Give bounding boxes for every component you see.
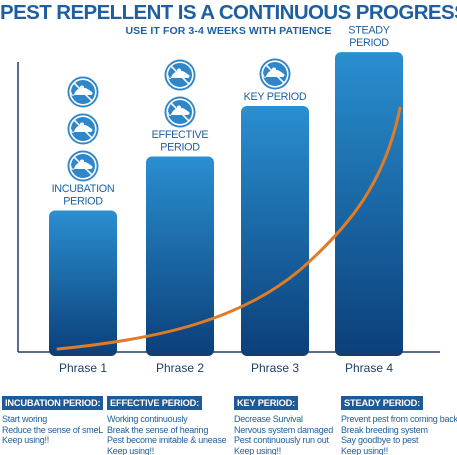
crossed-mouse-icon xyxy=(66,149,100,183)
info-line: Working continuously xyxy=(107,414,188,425)
bar-label-phase-4: STEADY xyxy=(348,25,389,37)
info-key: KEY PERIOD: Decrease Survival Nervous sy… xyxy=(234,396,333,455)
info-header-effective: EFFECTIVE PERIOD: xyxy=(107,396,203,411)
bar-phase-3 xyxy=(241,105,309,357)
tick-label-phase-2: Phrase 2 xyxy=(156,361,204,375)
bar-phase-1 xyxy=(49,210,117,356)
info-header-incubation: INCUBATION PERIOD: xyxy=(2,396,104,411)
info-incubation: INCUBATION PERIOD: Start woring Reduce t… xyxy=(2,396,104,446)
crossed-mouse-icon xyxy=(163,58,197,92)
trend-curve xyxy=(56,106,402,351)
bar-label-phase-3: KEY PERIOD xyxy=(244,91,307,103)
info-header-steady: STEADY PERIOD: xyxy=(341,396,424,411)
tick-label-phase-1: Phrase 1 xyxy=(59,361,107,375)
info-line: Keep using!! xyxy=(234,445,282,455)
info-header-key: KEY PERIOD: xyxy=(234,396,299,411)
tick-label-phase-4: Phrase 4 xyxy=(345,361,393,375)
info-line: Prevent pest from coming back xyxy=(341,414,457,425)
bar-label-phase-2: EFFECTIVE xyxy=(152,129,209,141)
crossed-mouse-icon xyxy=(66,112,100,146)
info-line: Keep using!! xyxy=(2,435,50,446)
info-line: Keep using!! xyxy=(341,445,389,455)
tick-label-phase-3: Phrase 3 xyxy=(251,361,299,375)
bar-label-phase-2: PERIOD xyxy=(160,142,200,154)
info-line: Pest continuously run out xyxy=(234,435,329,446)
info-line: Reduce the sense of smeL xyxy=(2,424,104,435)
page-title: PEST REPELLENT IS A CONTINUOUS PROGRESS xyxy=(0,1,457,24)
info-line: Pest become imitable & unease xyxy=(107,435,227,446)
crossed-mouse-icon xyxy=(258,57,292,91)
bar-label-phase-1: INCUBATION xyxy=(52,183,115,195)
info-line: Break breeding system xyxy=(341,424,428,435)
info-steady: STEADY PERIOD: Prevent pest from coming … xyxy=(341,396,457,455)
crossed-mouse-icon xyxy=(163,95,197,129)
info-line: Nervous system damaged xyxy=(234,424,334,435)
info-line: Break the sense of hearing xyxy=(107,424,209,435)
crossed-mouse-icon xyxy=(66,75,100,109)
info-line: Say goodbye to pest xyxy=(341,435,419,446)
info-line: Decrease Survival xyxy=(234,414,303,425)
info-effective: EFFECTIVE PERIOD: Working continuously B… xyxy=(107,396,227,455)
info-line: Keep using!! xyxy=(107,445,155,455)
bar-phase-4 xyxy=(335,52,403,356)
bar-label-phase-1: PERIOD xyxy=(63,195,103,207)
bar-label-phase-4: PERIOD xyxy=(349,37,389,49)
bar-phase-2 xyxy=(146,156,214,356)
page-subtitle: USE IT FOR 3-4 WEEKS WITH PATIENCE xyxy=(125,25,332,37)
info-line: Start woring xyxy=(2,414,48,425)
